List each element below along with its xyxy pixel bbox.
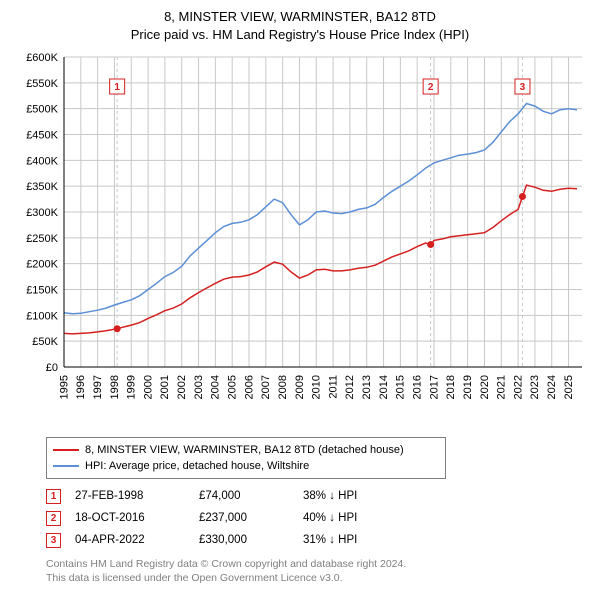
svg-text:2000: 2000 <box>142 375 154 399</box>
svg-text:2016: 2016 <box>411 375 423 399</box>
sale-date: 18-OCT-2016 <box>75 512 185 524</box>
footer-line-1: Contains HM Land Registry data © Crown c… <box>46 557 590 571</box>
sale-marker: 2 <box>46 511 61 526</box>
svg-text:2014: 2014 <box>378 375 390 399</box>
legend-label: HPI: Average price, detached house, Wilt… <box>85 460 309 472</box>
svg-text:1: 1 <box>114 82 120 93</box>
svg-text:£0: £0 <box>46 362 58 374</box>
sale-delta: 38% ↓ HPI <box>303 490 393 502</box>
svg-text:£400K: £400K <box>26 155 58 167</box>
sale-row: 2 18-OCT-2016 £237,000 40% ↓ HPI <box>46 507 590 529</box>
svg-text:2011: 2011 <box>327 375 339 399</box>
svg-text:2019: 2019 <box>462 375 474 399</box>
svg-text:2006: 2006 <box>243 375 255 399</box>
svg-text:2013: 2013 <box>361 375 373 399</box>
svg-text:2015: 2015 <box>395 375 407 399</box>
line-chart: £0 £50K £100K £150K £200K £250K £300K £350K £400… <box>10 49 590 429</box>
sale-marker: 3 <box>46 533 61 548</box>
sale-delta: 40% ↓ HPI <box>303 512 393 524</box>
svg-text:2020: 2020 <box>479 375 491 399</box>
legend-item: HPI: Average price, detached house, Wilt… <box>53 458 439 474</box>
sales-table: 1 27-FEB-1998 £74,000 38% ↓ HPI 2 18-OCT-2016… <box>46 485 590 551</box>
svg-text:2007: 2007 <box>260 375 272 399</box>
svg-text:2002: 2002 <box>176 375 188 399</box>
svg-text:2009: 2009 <box>294 375 306 399</box>
svg-text:£100K: £100K <box>26 310 58 322</box>
svg-text:£300K: £300K <box>26 207 58 219</box>
svg-text:1996: 1996 <box>75 375 87 399</box>
legend-swatch <box>53 465 79 467</box>
svg-text:£350K: £350K <box>26 181 58 193</box>
svg-text:£600K: £600K <box>26 52 58 64</box>
svg-text:2024: 2024 <box>546 375 558 399</box>
svg-text:2001: 2001 <box>159 375 171 399</box>
chart-container: 8, MINSTER VIEW, WARMINSTER, BA12 8TD Pr… <box>0 0 600 591</box>
chart-title: 8, MINSTER VIEW, WARMINSTER, BA12 8TD Pr… <box>10 8 590 43</box>
svg-text:2010: 2010 <box>311 375 323 399</box>
svg-text:2008: 2008 <box>277 375 289 399</box>
svg-text:£250K: £250K <box>26 233 58 245</box>
svg-text:1997: 1997 <box>92 375 104 399</box>
svg-text:2023: 2023 <box>529 375 541 399</box>
footer-attribution: Contains HM Land Registry data © Crown c… <box>46 557 590 585</box>
footer-line-2: This data is licensed under the Open Gov… <box>46 571 590 585</box>
svg-text:2017: 2017 <box>428 375 440 399</box>
svg-text:£50K: £50K <box>32 336 58 348</box>
legend-label: 8, MINSTER VIEW, WARMINSTER, BA12 8TD (d… <box>85 444 404 456</box>
svg-text:1999: 1999 <box>126 375 138 399</box>
svg-text:2012: 2012 <box>344 375 356 399</box>
svg-text:2005: 2005 <box>226 375 238 399</box>
chart-svg: £0 £50K £100K £150K £200K £250K £300K £350K £400… <box>10 49 590 429</box>
legend-item: 8, MINSTER VIEW, WARMINSTER, BA12 8TD (d… <box>53 442 439 458</box>
svg-text:1998: 1998 <box>109 375 121 399</box>
sale-row: 3 04-APR-2022 £330,000 31% ↓ HPI <box>46 529 590 551</box>
sale-price: £330,000 <box>199 534 289 546</box>
title-line-2: Price paid vs. HM Land Registry's House … <box>10 26 590 44</box>
svg-text:2021: 2021 <box>496 375 508 399</box>
svg-text:2025: 2025 <box>563 375 575 399</box>
svg-text:2022: 2022 <box>512 375 524 399</box>
sale-marker: 1 <box>46 489 61 504</box>
sale-price: £74,000 <box>199 490 289 502</box>
svg-text:2: 2 <box>428 82 434 93</box>
svg-text:2004: 2004 <box>210 375 222 399</box>
svg-text:2003: 2003 <box>193 375 205 399</box>
svg-text:1995: 1995 <box>58 375 70 399</box>
svg-text:3: 3 <box>520 82 526 93</box>
legend: 8, MINSTER VIEW, WARMINSTER, BA12 8TD (d… <box>46 437 446 479</box>
svg-text:£550K: £550K <box>26 78 58 90</box>
sale-row: 1 27-FEB-1998 £74,000 38% ↓ HPI <box>46 485 590 507</box>
sale-delta: 31% ↓ HPI <box>303 534 393 546</box>
legend-swatch <box>53 449 79 451</box>
svg-text:2018: 2018 <box>445 375 457 399</box>
sale-date: 27-FEB-1998 <box>75 490 185 502</box>
sale-price: £237,000 <box>199 512 289 524</box>
svg-text:£150K: £150K <box>26 285 58 297</box>
sale-date: 04-APR-2022 <box>75 534 185 546</box>
svg-text:£200K: £200K <box>26 259 58 271</box>
svg-text:£500K: £500K <box>26 104 58 116</box>
svg-text:£450K: £450K <box>26 130 58 142</box>
title-line-1: 8, MINSTER VIEW, WARMINSTER, BA12 8TD <box>10 8 590 26</box>
